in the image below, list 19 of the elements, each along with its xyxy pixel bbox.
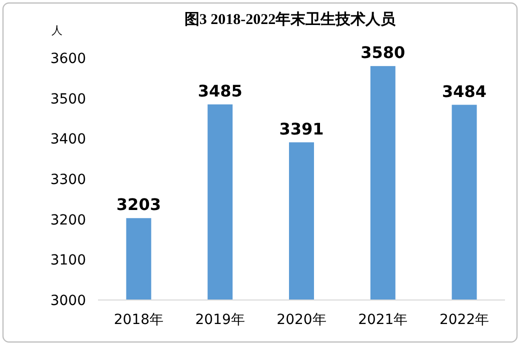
x-tick-label: 2020年 [276, 312, 326, 328]
y-tick-label: 3100 [50, 252, 86, 269]
x-tick-label: 2018年 [114, 312, 164, 328]
y-tick-label: 3400 [50, 132, 86, 148]
data-label: 3485 [198, 81, 242, 100]
x-tick-label: 2022年 [439, 312, 490, 328]
y-tick-label: 3300 [50, 172, 86, 188]
data-label: 3391 [279, 119, 324, 138]
x-tick-label: 2019年 [195, 312, 245, 328]
y-tick-label: 3600 [50, 51, 86, 67]
y-tick-label: 3500 [50, 91, 86, 108]
data-label: 3484 [442, 82, 487, 101]
y-tick-label: 3000 [50, 293, 86, 309]
x-tick-label: 2021年 [358, 312, 408, 328]
y-tick-label: 3200 [50, 212, 86, 228]
y-axis-title: 人 [52, 24, 62, 37]
chart-title: 图3 2018-2022年末卫生技术人员 [184, 11, 397, 28]
data-label: 3203 [116, 195, 161, 214]
data-label: 3580 [360, 43, 406, 62]
